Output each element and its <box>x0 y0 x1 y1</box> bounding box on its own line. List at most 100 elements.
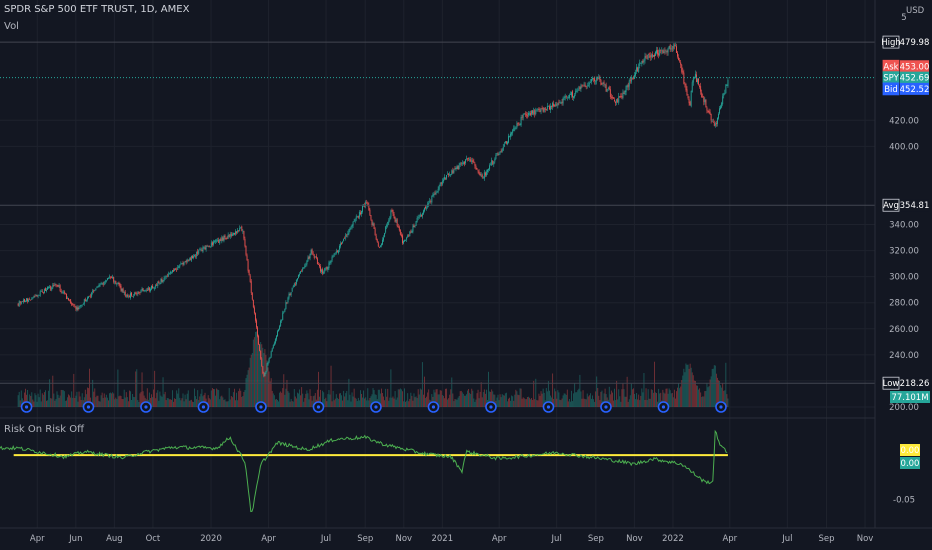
price-axis[interactable]: 420.00 400.00 340.00 320.00 300.00 280.00 260.… <box>881 13 930 413</box>
volume-bar <box>572 401 573 407</box>
dividend-marker[interactable] <box>600 401 612 413</box>
volume-bar <box>53 393 55 407</box>
candle-body <box>139 292 141 294</box>
volume-bars <box>17 329 729 407</box>
candle-body <box>232 232 234 235</box>
volume-bar <box>369 397 371 407</box>
indicator-axis[interactable]: -0.05 0.00 0.00 <box>893 444 920 506</box>
candle-body <box>199 249 201 250</box>
volume-bar <box>146 388 148 407</box>
volume-bar <box>629 395 631 407</box>
volume-bar <box>233 388 235 407</box>
candle-body <box>599 76 601 81</box>
candle-body <box>417 216 419 218</box>
volume-bar <box>107 400 109 407</box>
candle-body <box>358 212 360 218</box>
volume-bar <box>269 381 271 407</box>
price-tick-label: 5 <box>901 13 906 23</box>
volume-bar <box>236 392 237 407</box>
candle-body <box>372 223 374 225</box>
volume-bar <box>241 396 243 407</box>
candle-body <box>122 288 124 293</box>
candle-body <box>652 55 654 57</box>
volume-bar <box>448 398 450 407</box>
candle-body <box>642 60 644 63</box>
avg-price-badge[interactable]: Avg 354.81 <box>882 198 929 212</box>
volume-bar <box>620 401 622 407</box>
candle-body <box>346 234 348 236</box>
volume-bar <box>451 377 453 407</box>
volume-bar <box>431 394 433 407</box>
candle-body <box>692 78 694 83</box>
ask-price-badge[interactable]: Ask 453.00 <box>882 59 929 73</box>
candle-body <box>477 170 479 172</box>
dividend-marker[interactable] <box>312 401 325 413</box>
volume-bar <box>490 391 492 407</box>
dividend-marker[interactable] <box>485 401 497 413</box>
volume-bar <box>443 398 445 407</box>
indicator-badge-bg <box>900 444 920 456</box>
indicator-value-badge[interactable]: 0.00 <box>900 444 920 456</box>
dividend-markers[interactable] <box>20 401 727 413</box>
volume-bar <box>261 344 263 407</box>
candle-body <box>387 221 389 226</box>
dividend-marker[interactable] <box>427 401 440 413</box>
volume-bar <box>337 398 339 407</box>
candle-body <box>136 293 138 295</box>
dividend-marker[interactable] <box>370 401 382 413</box>
volume-bar <box>199 396 201 407</box>
volume-bar <box>285 388 287 407</box>
dividend-marker[interactable] <box>715 401 727 413</box>
volume-bar <box>619 396 621 407</box>
candle-body <box>449 174 451 176</box>
symbol-title[interactable]: SPDR S&P 500 ETF TRUST, 1D, AMEX <box>4 4 190 15</box>
candle-body <box>457 165 459 170</box>
candle-body <box>535 110 537 114</box>
indicator-label[interactable]: Risk On Risk Off <box>4 424 84 435</box>
dividend-marker[interactable] <box>542 401 555 413</box>
volume-bar <box>395 399 397 407</box>
volume-bar <box>672 397 674 407</box>
dividend-marker[interactable] <box>255 401 267 413</box>
candle-body <box>32 297 34 299</box>
dividend-marker[interactable] <box>20 401 33 413</box>
volume-bar <box>616 380 618 407</box>
candle-body <box>616 99 618 103</box>
volume-label[interactable]: Vol <box>4 21 19 32</box>
candle-body <box>289 294 291 295</box>
volume-bar <box>215 395 216 407</box>
dividend-marker[interactable] <box>657 401 670 413</box>
low-price-badge[interactable]: Low 218.26 <box>882 376 930 390</box>
candle-body <box>260 350 262 359</box>
volume-bar <box>698 389 699 407</box>
candle-body <box>368 204 370 211</box>
volume-bar <box>685 363 687 407</box>
time-axis[interactable]: Apr Jun Aug Oct 2020 Apr Jul Sep Nov 2021 Apr Jul Se… <box>30 534 873 544</box>
candle-body <box>135 292 137 294</box>
candle-body <box>58 285 60 287</box>
dividend-marker[interactable] <box>82 401 95 413</box>
volume-bar <box>208 398 210 407</box>
candle-body <box>634 75 635 79</box>
candle-body <box>521 117 523 118</box>
volume-bar <box>258 341 260 407</box>
volume-bar <box>232 392 234 407</box>
candle-body <box>202 247 204 252</box>
dividend-marker[interactable] <box>140 401 152 413</box>
volume-bar <box>338 393 340 407</box>
volume-bar <box>695 385 697 407</box>
dividend-marker[interactable] <box>197 401 210 413</box>
candle-body <box>552 102 554 108</box>
volume-bar <box>663 392 665 407</box>
volume-bar <box>310 395 312 407</box>
volume-bar <box>438 394 440 407</box>
volume-bar <box>415 396 417 407</box>
indicator-value-badge[interactable]: 0.00 <box>900 457 920 469</box>
volume-badge[interactable]: 77.101M <box>890 391 930 403</box>
candle-body <box>53 285 55 287</box>
volume-bar <box>289 401 291 407</box>
spy-price-badge[interactable]: SPY 452.69 <box>882 71 929 85</box>
bid-price-badge[interactable]: Bid 452.52 <box>882 82 929 96</box>
